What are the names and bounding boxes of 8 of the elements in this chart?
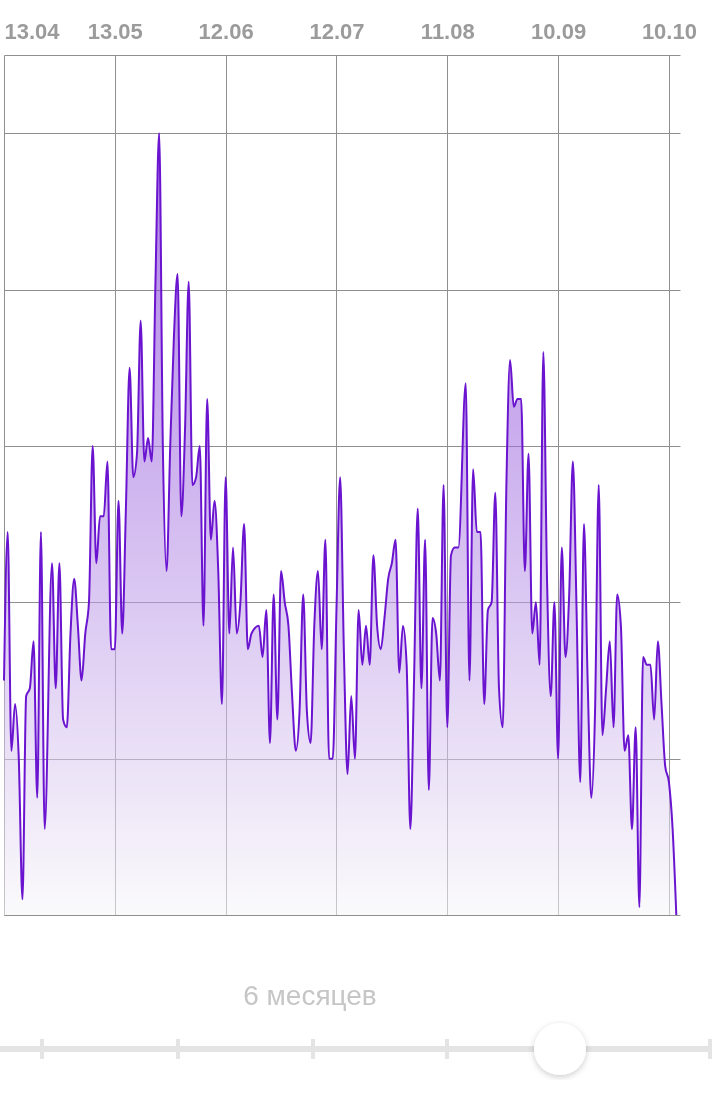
x-tick-label: 10.10 <box>641 18 697 44</box>
x-tick-label: 12.07 <box>309 18 365 44</box>
x-tick-label: 13.04 <box>4 18 61 44</box>
x-tick-label: 12.06 <box>198 18 254 44</box>
x-tick-label: 11.08 <box>420 18 475 44</box>
x-tick-label: 13.05 <box>87 18 143 44</box>
text: 6 месяцев <box>242 980 378 1012</box>
x-tick-label: 10.09 <box>531 18 587 44</box>
